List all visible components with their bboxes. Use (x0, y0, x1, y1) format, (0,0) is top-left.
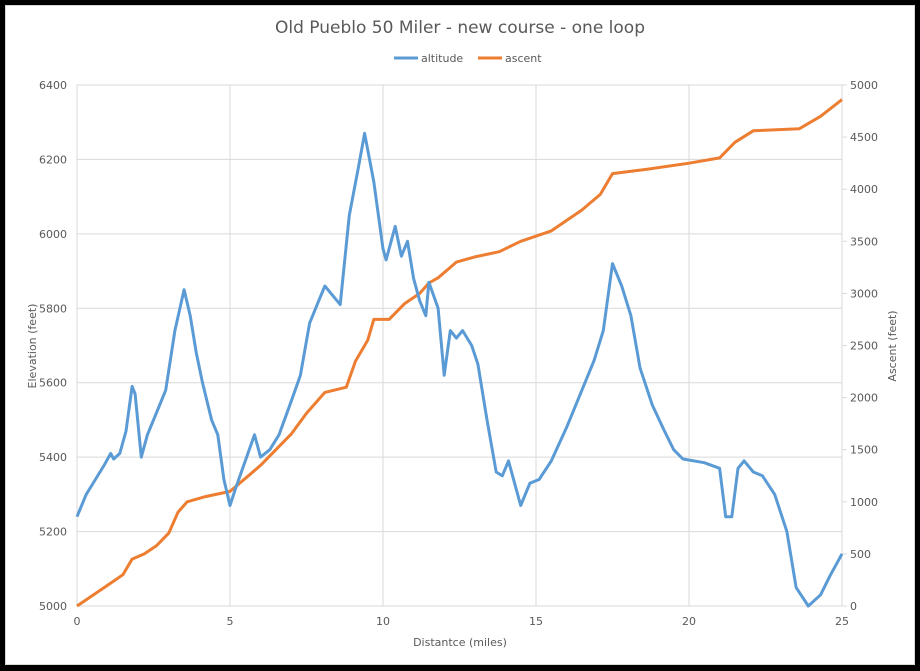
y2-tick-label: 1500 (850, 444, 878, 457)
x-tick-label: 15 (529, 615, 543, 628)
x-tick-label: 0 (74, 615, 81, 628)
y-tick-label: 6200 (39, 153, 67, 166)
y2-tick-label: 0 (850, 600, 857, 613)
y-tick-label: 5600 (39, 377, 67, 390)
legend: altitude ascent (394, 52, 542, 65)
x-axis-ticks: 0 5 10 15 20 25 (74, 615, 850, 628)
y-axis-ticks: 5000 5200 5400 5600 5800 6000 6200 6400 (39, 79, 67, 613)
y2-tick-label: 3000 (850, 287, 878, 300)
y2-tick-label: 3500 (850, 235, 878, 248)
y-tick-label: 6000 (39, 228, 67, 241)
x-tick-label: 10 (376, 615, 390, 628)
x-tick-label: 5 (227, 615, 234, 628)
y2-tick-label: 1000 (850, 496, 878, 509)
y2-tick-label: 4500 (850, 131, 878, 144)
y2-tick-label: 500 (850, 548, 871, 561)
legend-ascent-label: ascent (505, 52, 542, 65)
y2-axis-label: Ascent (feet) (886, 310, 899, 381)
y2-tick-label: 2000 (850, 392, 878, 405)
y-tick-label: 5400 (39, 451, 67, 464)
chart-title: Old Pueblo 50 Miler - new course - one l… (275, 18, 645, 38)
y2-tick-label: 5000 (850, 79, 878, 92)
y-tick-label: 5000 (39, 600, 67, 613)
y-tick-label: 5200 (39, 526, 67, 539)
x-axis-label: Distantce (miles) (413, 636, 507, 649)
legend-altitude-label: altitude (421, 52, 463, 65)
gridlines (76, 84, 843, 607)
y2-tick-label: 2500 (850, 340, 878, 353)
altitude-line (75, 131, 844, 608)
x-tick-label: 25 (835, 615, 849, 628)
x-tick-label: 20 (682, 615, 696, 628)
ascent-line (76, 98, 843, 608)
y-axis-label: Elevation (feet) (26, 304, 39, 389)
y-tick-label: 5800 (39, 302, 67, 315)
y-tick-label: 6400 (39, 79, 67, 92)
y2-tick-label: 4000 (850, 183, 878, 196)
y2-axis-ticks: 0 500 1000 1500 2000 2500 3000 3500 4000 4500 5000 (842, 79, 878, 613)
